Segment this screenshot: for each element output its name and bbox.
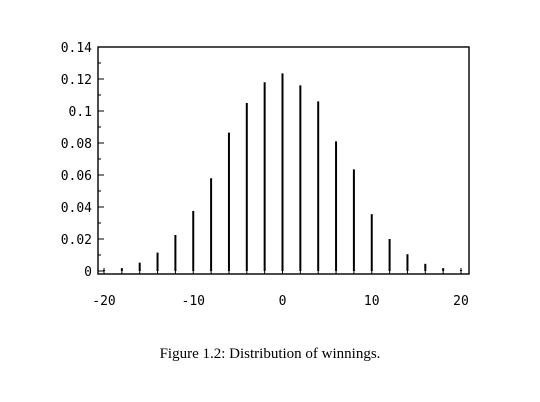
- stem-series: [103, 73, 462, 271]
- x-axis: -20 -10 0 10 20: [92, 268, 469, 309]
- y-tick-label: 0.08: [61, 137, 92, 152]
- figure-caption: Figure 1.2: Distribution of winnings.: [159, 346, 381, 362]
- y-tick-label: 0.02: [61, 233, 92, 248]
- y-tick-label: 0.06: [61, 169, 92, 184]
- y-tick-label: 0.1: [69, 105, 92, 120]
- y-axis: 0 0.02 0.04 0.06 0.08 0.1 0.12 0.14: [61, 41, 104, 280]
- y-tick-label: 0.12: [61, 73, 92, 88]
- y-tick-label: 0.14: [61, 41, 92, 56]
- y-tick-label: 0.04: [61, 201, 92, 216]
- y-tick-label: 0: [84, 265, 92, 280]
- x-tick-label: 10: [364, 294, 380, 309]
- x-tick-label: 20: [453, 294, 469, 309]
- x-tick-label: 0: [279, 294, 287, 309]
- x-tick-label: -10: [182, 294, 205, 309]
- plot-frame: [97, 46, 470, 275]
- x-tick-label: -20: [92, 294, 115, 309]
